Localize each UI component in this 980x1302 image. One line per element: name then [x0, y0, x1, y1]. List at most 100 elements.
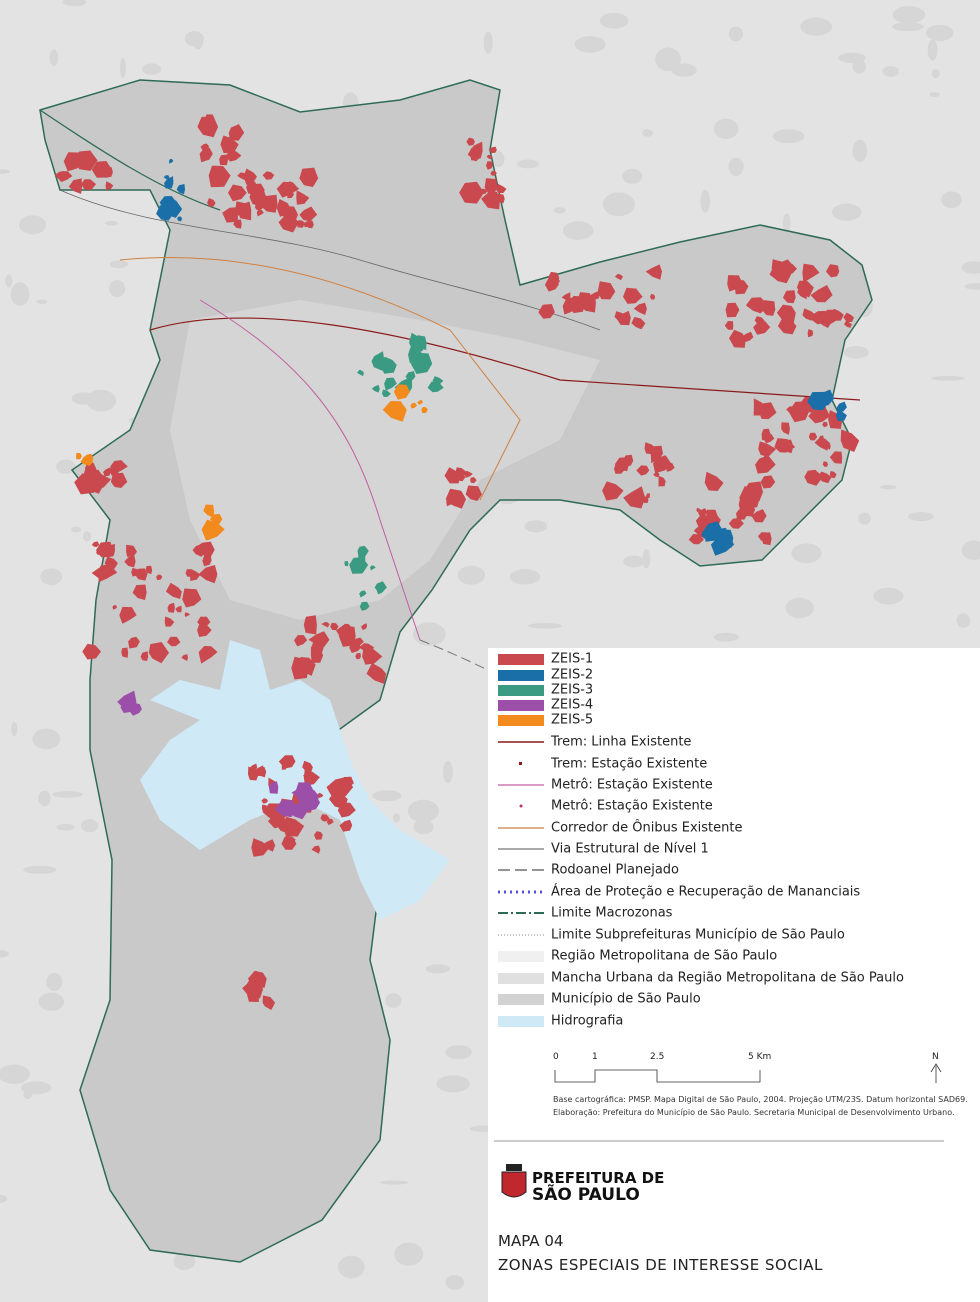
zeis-patch: [658, 475, 666, 487]
zeis-patch: [96, 549, 101, 555]
urban-patch: [728, 26, 744, 42]
legend-label: Hidrografia: [551, 1014, 623, 1029]
zeis-patch: [650, 293, 656, 300]
zeis-patch: [140, 651, 149, 661]
zeis-patch: [329, 791, 348, 810]
zeis-patch: [133, 705, 142, 715]
zeis-patch: [278, 214, 299, 233]
zeis-patch: [811, 398, 821, 406]
zeis-patch: [261, 839, 276, 852]
zeis-patch: [490, 170, 497, 176]
zeis-patch: [646, 493, 650, 499]
urban-patch: [516, 159, 540, 169]
zeis-patch: [822, 461, 828, 467]
zeis-patch: [330, 622, 339, 631]
urban-patch: [941, 191, 962, 209]
urban-patch: [23, 865, 57, 874]
urban-patch: [392, 813, 401, 823]
zeis-patch: [786, 406, 796, 413]
urban-patch: [528, 623, 562, 629]
zeis-patch: [445, 488, 467, 509]
zeis-patch: [261, 798, 269, 804]
zeis-patch: [350, 560, 364, 573]
urban-patch: [785, 597, 814, 619]
zeis-patch: [829, 451, 843, 464]
scale-label: 2.5: [650, 1052, 664, 1062]
urban-patch: [791, 543, 822, 564]
zeis-patch: [844, 320, 852, 328]
zeis-patch: [314, 831, 323, 840]
zeis-patch: [334, 782, 348, 795]
urban-patch: [337, 1255, 365, 1279]
urban-patch: [35, 299, 48, 305]
zeis-patch: [261, 804, 269, 813]
urban-patch: [5, 274, 13, 288]
urban-patch: [0, 949, 9, 958]
zeis-patch: [562, 296, 577, 315]
urban-patch: [0, 1194, 8, 1203]
zeis-patch: [781, 422, 790, 435]
zeis-patch: [167, 636, 181, 647]
zeis-patch: [645, 264, 662, 280]
zeis-patch: [222, 207, 239, 223]
zeis-patch: [486, 154, 493, 160]
scale-label: 5 Km: [748, 1052, 771, 1062]
zeis-patch: [326, 818, 334, 826]
zeis-patch: [291, 656, 309, 680]
zeis-patch: [808, 310, 833, 325]
zeis-patch: [757, 460, 767, 471]
zeis-patch: [112, 605, 118, 610]
zeis-patch: [228, 184, 247, 202]
zeis-patch: [446, 495, 456, 507]
urban-patch: [602, 192, 635, 217]
zeis-patch: [480, 188, 488, 194]
scale-label: 1: [592, 1052, 598, 1062]
zeis-patch: [577, 292, 592, 310]
zeis-patch: [393, 384, 410, 400]
zeis-patch: [336, 623, 349, 637]
urban-patch: [728, 157, 744, 176]
zeis-patch: [697, 508, 708, 517]
zeis-patch: [417, 399, 423, 405]
zeis-patch: [134, 568, 148, 581]
zeis-patch: [456, 473, 466, 482]
urban-patch: [10, 282, 30, 306]
urban-patch: [109, 260, 129, 269]
zeis-patch: [602, 481, 624, 501]
zeis-patch: [777, 317, 797, 335]
zeis-patch: [379, 356, 397, 374]
zeis-patch: [623, 454, 634, 468]
zeis-patch: [248, 766, 259, 781]
urban-patch: [524, 520, 548, 533]
zeis-patch: [303, 773, 310, 778]
urban-patch: [831, 203, 862, 221]
urban-patch: [413, 819, 434, 835]
zeis-patch: [371, 384, 380, 393]
urban-patch: [930, 375, 965, 381]
zeis-patch: [703, 521, 723, 542]
zeis-patch: [597, 281, 616, 300]
urban-patch: [38, 992, 65, 1011]
legend-label: Área de Proteção e Recuperação de Mananc…: [551, 884, 860, 900]
zeis-patch: [169, 159, 174, 164]
legend-label: ZEIS-4: [551, 698, 593, 713]
zeis-patch: [374, 581, 387, 593]
zeis-patch: [303, 768, 320, 786]
zeis-patch: [243, 168, 257, 185]
zeis-patch: [105, 181, 114, 191]
zeis-patch: [481, 191, 500, 210]
urban-patch: [52, 791, 83, 798]
zeis-patch: [653, 472, 660, 478]
zeis-patch: [366, 662, 387, 684]
zeis-patch: [208, 165, 231, 188]
zeis-patch: [409, 332, 428, 352]
zeis-patch: [94, 162, 107, 175]
zeis-patch: [267, 814, 289, 829]
zeis-patch: [303, 220, 311, 228]
zeis-patch: [836, 401, 847, 414]
scale-bar: [554, 1063, 942, 1083]
zeis-patch: [653, 455, 672, 474]
zeis-patch: [344, 561, 349, 567]
logo-text: PREFEITURA DE: [532, 1169, 664, 1187]
urban-patch: [445, 1045, 472, 1060]
